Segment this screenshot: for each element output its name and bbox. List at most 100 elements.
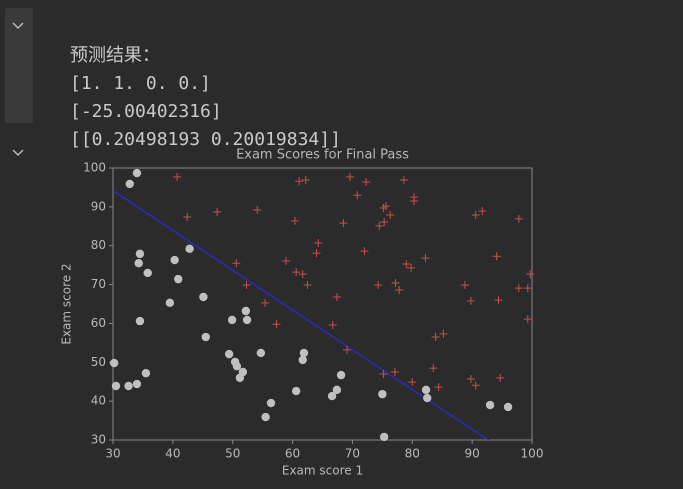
collapse-arrow[interactable] (12, 149, 24, 157)
circle-marker (135, 316, 145, 326)
plus-marker (374, 280, 383, 289)
circle-marker (109, 358, 119, 368)
circle-marker (266, 398, 276, 408)
plus-marker (410, 193, 419, 202)
plus-marker (523, 284, 532, 293)
circle-marker (170, 255, 179, 265)
circle-marker (298, 355, 307, 365)
plus-marker (298, 270, 307, 279)
plus-marker (471, 381, 480, 390)
circle-marker (132, 379, 142, 389)
circle-marker (135, 249, 145, 259)
plus-marker (395, 286, 404, 295)
plus-marker (526, 270, 535, 279)
circle-marker (238, 367, 248, 377)
collapse-arrow[interactable] (12, 22, 24, 30)
plus-marker (496, 373, 505, 382)
plus-marker (494, 296, 503, 305)
x-tick-label: 80 (405, 447, 420, 461)
circle-marker (199, 292, 208, 302)
plus-marker (303, 280, 312, 289)
x-tick-label: 90 (465, 447, 480, 461)
plus-marker (523, 315, 532, 324)
circle-marker (327, 391, 337, 401)
circle-marker (230, 357, 240, 367)
circle-marker (299, 348, 309, 358)
output-line: [-25.00402316] (70, 101, 222, 122)
y-tick-label: 50 (91, 355, 106, 369)
circle-marker (336, 370, 346, 380)
plus-marker (332, 293, 341, 302)
plus-marker (375, 221, 384, 230)
circle-marker (503, 402, 513, 412)
circle-marker (224, 349, 234, 359)
circle-marker (291, 386, 301, 396)
plus-marker (381, 202, 390, 211)
plus-marker (353, 191, 362, 200)
plus-marker (514, 214, 523, 223)
circle-marker (124, 381, 133, 391)
circle-marker (111, 381, 121, 391)
plot-frame (112, 167, 533, 441)
plus-marker (478, 207, 487, 216)
x-tick-label: 30 (105, 447, 120, 461)
circle-marker (232, 361, 242, 371)
y-tick-label: 40 (91, 394, 106, 408)
plus-marker (380, 218, 389, 227)
plus-marker (292, 268, 301, 277)
plus-marker (314, 238, 323, 247)
plus-marker (343, 345, 352, 354)
output-line: [[0.20498193 0.20019834]] (70, 129, 341, 150)
plus-marker (242, 280, 251, 289)
plus-marker (391, 279, 400, 288)
circle-marker (134, 259, 143, 268)
x-tick-label: 40 (165, 447, 180, 461)
circle-marker (485, 400, 495, 410)
plus-marker (253, 205, 262, 214)
plus-marker (408, 378, 417, 387)
output-line: [1. 1. 0. 0.] (70, 73, 211, 94)
plus-marker (261, 298, 270, 307)
plus-marker (379, 369, 388, 378)
output-text: 预测结果： [1. 1. 0. 0.] [-25.00402316] [[0.2049… (70, 14, 341, 182)
plus-marker (281, 256, 290, 265)
circle-marker (185, 244, 194, 254)
plus-marker (390, 368, 399, 376)
plus-marker (312, 249, 321, 258)
y-tick-label: 30 (91, 433, 106, 447)
circle-marker (421, 385, 431, 395)
x-tick-label: 60 (285, 447, 300, 461)
plus-marker (213, 207, 222, 216)
circle-marker (261, 412, 270, 422)
x-tick-label: 50 (225, 447, 240, 461)
plus-marker (434, 383, 443, 392)
y-tick-label: 80 (91, 238, 106, 252)
plus-marker (460, 280, 469, 289)
plus-marker (328, 320, 337, 329)
circle-marker (241, 306, 251, 316)
plus-marker (466, 296, 475, 305)
x-axis-label: Exam score 1 (282, 464, 363, 478)
circle-marker (227, 315, 237, 325)
plot-area (113, 190, 490, 440)
plus-marker (402, 259, 411, 268)
plus-marker (410, 197, 419, 206)
y-tick-label: 90 (91, 199, 106, 213)
plus-marker (360, 247, 369, 256)
plus-marker (272, 320, 281, 329)
circle-marker (379, 432, 389, 442)
plus-marker (407, 263, 416, 272)
y-tick-label: 70 (91, 277, 106, 291)
circle-marker (378, 389, 387, 399)
plus-marker (421, 254, 430, 263)
plus-marker (386, 211, 395, 220)
circle-marker (143, 268, 152, 278)
circle-marker (165, 298, 175, 308)
circle-marker (174, 274, 183, 284)
plus-marker (471, 211, 480, 220)
plus-marker (439, 329, 448, 338)
plus-marker (346, 172, 355, 181)
decision-boundary (113, 190, 490, 440)
plus-marker (362, 177, 371, 186)
